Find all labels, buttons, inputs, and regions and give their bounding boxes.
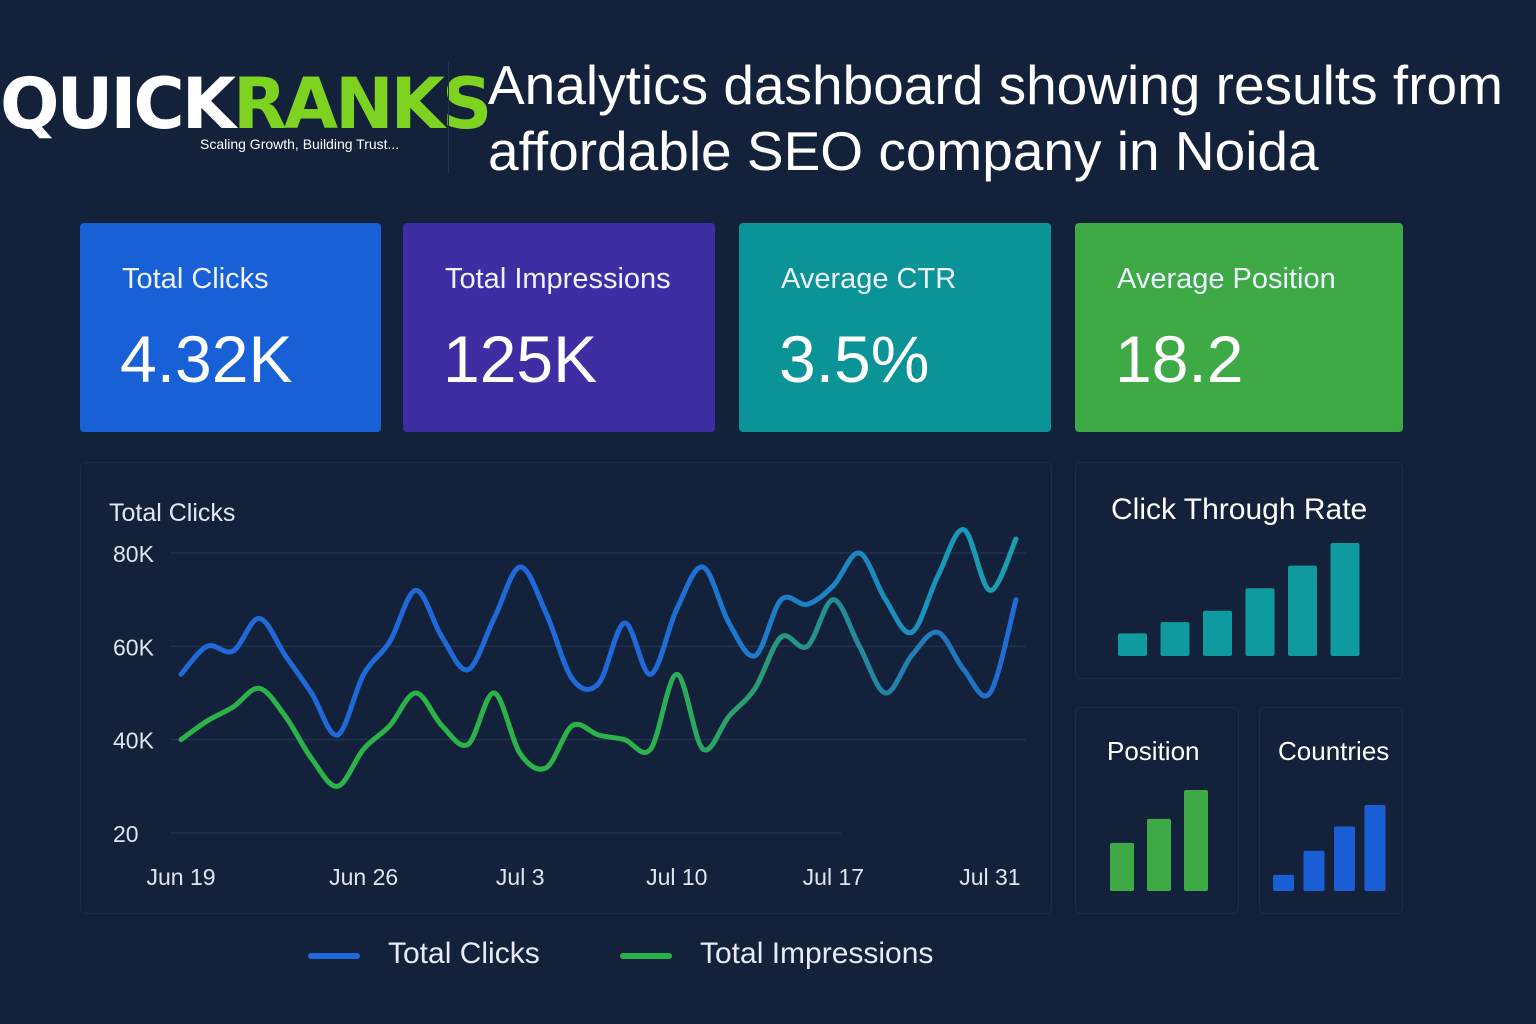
y-tick-label: 80K [113, 541, 155, 567]
kpi-label: Average CTR [781, 263, 957, 295]
logo-tagline: Scaling Growth, Building Trust... [200, 136, 400, 152]
chart-legend: Total Clicks Total Impressions [308, 935, 1008, 975]
bar[interactable] [1288, 565, 1317, 656]
kpi-value: 4.32K [120, 322, 293, 396]
kpi-value: 3.5% [779, 322, 930, 396]
series-line-total-impressions[interactable] [178, 597, 1019, 789]
legend-item-total-clicks[interactable]: Total Clicks [308, 935, 608, 975]
bar[interactable] [1245, 588, 1275, 656]
legend-label: Total Clicks [388, 937, 540, 970]
countries-chart-title: Countries [1278, 736, 1390, 766]
bar[interactable] [1364, 805, 1386, 891]
logo-word-quick: QUICK [0, 63, 236, 145]
kpi-card-average-position[interactable]: Average Position 18.2 [1075, 223, 1403, 432]
bar[interactable] [1147, 818, 1171, 891]
bar[interactable] [1110, 842, 1134, 891]
countries-bar-chart[interactable] [1260, 708, 1402, 913]
series-line-total-clicks[interactable] [178, 527, 1019, 738]
x-tick-label: Jul 17 [803, 864, 864, 890]
page-title: Analytics dashboard showing results from… [488, 54, 1503, 182]
position-bar-chart[interactable] [1076, 708, 1238, 913]
line-chart-title: Total Clicks [109, 499, 236, 527]
y-tick-label: 20 [113, 821, 139, 847]
kpi-value: 18.2 [1115, 322, 1244, 396]
x-tick-label: Jul 3 [496, 864, 545, 890]
position-chart-panel: Position [1075, 707, 1239, 914]
ctr-chart-panel: Click Through Rate [1075, 462, 1403, 679]
bar[interactable] [1330, 543, 1360, 656]
x-tick-label: Jun 26 [329, 864, 398, 890]
legend-swatch-total-impressions [620, 953, 672, 959]
bar[interactable] [1203, 610, 1232, 656]
line-chart-panel: Total Clicks 80K 60K 40K 20 Jun 19 Jun 26 Jul … [80, 462, 1052, 914]
header-divider [448, 62, 449, 174]
legend-label: Total Impressions [700, 937, 934, 970]
ctr-chart-title: Click Through Rate [1111, 493, 1368, 526]
bar[interactable] [1273, 874, 1294, 891]
logo-wordmark: QUICKRANKS [0, 63, 492, 145]
kpi-card-average-ctr[interactable]: Average CTR 3.5% [739, 223, 1051, 432]
kpi-card-total-impressions[interactable]: Total Impressions 125K [403, 223, 715, 432]
logo: QUICKRANKS Scaling Growth, Building Trus… [0, 60, 492, 170]
bar[interactable] [1303, 850, 1325, 891]
bar[interactable] [1184, 790, 1208, 891]
bar[interactable] [1118, 633, 1147, 656]
countries-chart-panel: Countries [1259, 707, 1403, 914]
bar[interactable] [1160, 622, 1190, 656]
legend-item-total-impressions[interactable]: Total Impressions [620, 935, 1000, 975]
legend-swatch-total-clicks [308, 953, 360, 959]
x-tick-label: Jul 10 [646, 864, 707, 890]
kpi-label: Total Impressions [445, 263, 671, 295]
kpi-label: Average Position [1117, 263, 1336, 295]
y-tick-label: 60K [113, 634, 155, 660]
y-tick-label: 40K [113, 728, 155, 754]
x-tick-label: Jun 19 [146, 864, 215, 890]
logo-word-ranks: RANKS [233, 63, 492, 145]
ctr-bar-chart[interactable] [1076, 463, 1402, 678]
kpi-label: Total Clicks [122, 263, 269, 295]
position-chart-title: Position [1107, 736, 1200, 766]
line-chart[interactable]: 80K 60K 40K 20 Jun 19 Jun 26 Jul 3 Jul 10 Jul 17… [81, 463, 1051, 913]
kpi-value: 125K [443, 322, 598, 396]
x-tick-label: Jul 31 [959, 864, 1020, 890]
kpi-card-total-clicks[interactable]: Total Clicks 4.32K [80, 223, 381, 432]
bar[interactable] [1334, 826, 1355, 892]
